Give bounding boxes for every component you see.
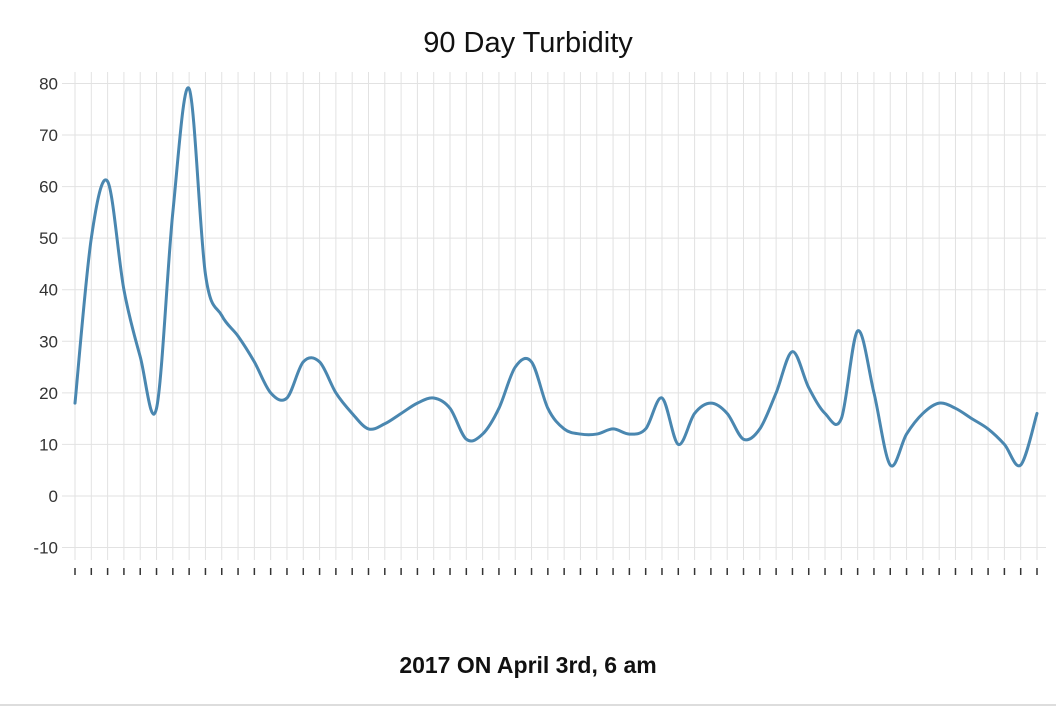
y-tick-label: -10 [33,539,58,558]
y-tick-label: 50 [39,229,58,248]
series-line [73,86,1039,468]
y-tick-label: 20 [39,384,58,403]
chart-caption: 2017 ON April 3rd, 6 am [399,652,656,678]
x-axis-tick-marks [74,568,1038,575]
series-layer [73,86,1039,468]
y-tick-label: 10 [39,435,58,454]
y-tick-label: 60 [39,178,58,197]
y-tick-label: 70 [39,126,58,145]
grid [62,72,1046,560]
y-axis-tick-labels: -10 0 10 20 30 40 50 60 70 80 [33,75,58,558]
chart-title: 90 Day Turbidity [423,27,633,59]
y-tick-label: 80 [39,75,58,94]
y-tick-label: 30 [39,332,58,351]
y-tick-label: 0 [49,487,58,506]
y-tick-label: 40 [39,281,58,300]
